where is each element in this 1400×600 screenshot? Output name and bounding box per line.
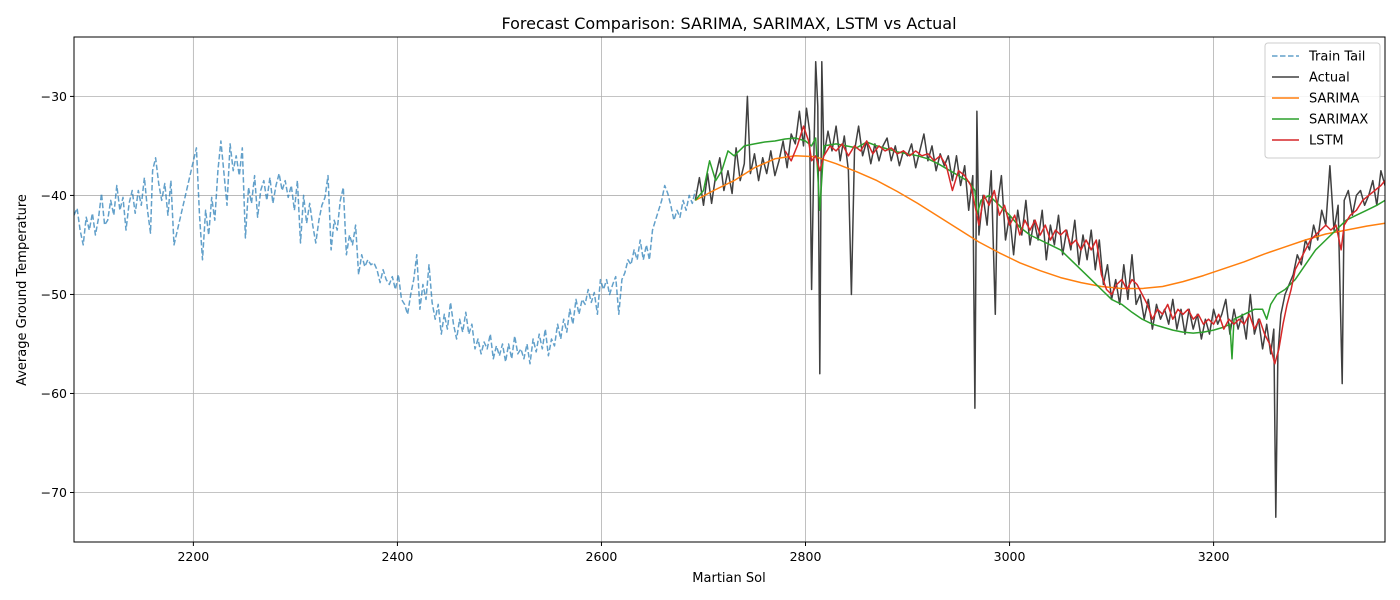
series-line-sarima — [694, 155, 1385, 290]
x-tick-label: 2600 — [586, 549, 618, 564]
y-tick-label: −70 — [41, 485, 67, 500]
legend: Train Tail Actual SARIMA SARIMAX LSTM — [1264, 42, 1381, 159]
legend-label-train-tail: Train Tail — [1308, 50, 1365, 65]
series-line-actual — [694, 61, 1385, 518]
x-tick-label: 3200 — [1198, 549, 1230, 564]
series-layer — [74, 61, 1385, 518]
legend-label-actual: Actual — [1309, 71, 1350, 86]
legend-label-sarimax: SARIMAX — [1309, 113, 1368, 128]
chart-title: Forecast Comparison: SARIMA, SARIMAX, LS… — [501, 14, 956, 33]
grid-lines — [74, 37, 1385, 542]
series-line-train-tail — [74, 140, 697, 365]
series-line-lstm — [784, 125, 1385, 365]
x-tick-label: 3000 — [994, 549, 1026, 564]
x-axis-label: Martian Sol — [692, 571, 765, 586]
axis-ticks: 2200 2400 2600 2800 3000 3200 −70 −60 −50 −40 −30 — [41, 89, 1230, 564]
plot-frame — [73, 36, 1386, 543]
y-tick-label: −60 — [41, 386, 67, 401]
y-axis-label: Average Ground Temperature — [15, 194, 30, 386]
series-line-sarimax — [694, 137, 1385, 360]
legend-label-sarima: SARIMA — [1309, 92, 1359, 107]
y-tick-label: −30 — [41, 89, 67, 104]
legend-label-lstm: LSTM — [1309, 134, 1344, 149]
x-tick-label: 2200 — [177, 549, 209, 564]
x-tick-label: 2800 — [790, 549, 822, 564]
legend-box — [1264, 42, 1381, 159]
y-tick-label: −50 — [41, 287, 67, 302]
y-tick-label: −40 — [41, 188, 67, 203]
x-tick-label: 2400 — [382, 549, 414, 564]
